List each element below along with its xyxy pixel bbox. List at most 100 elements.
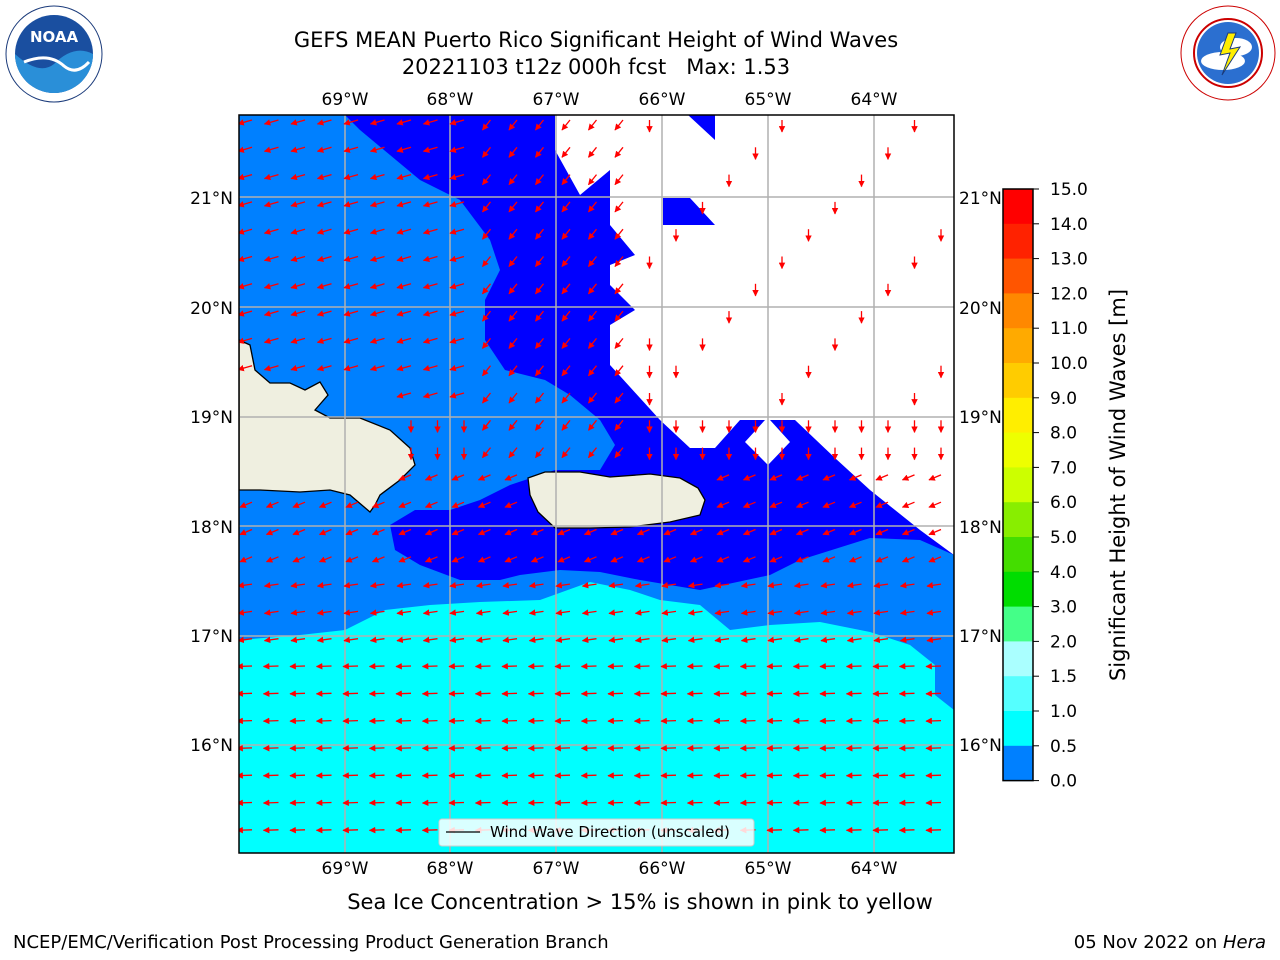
wave-direction-arrow bbox=[767, 636, 783, 644]
wave-direction-arrow bbox=[614, 283, 624, 295]
wind-wave-direction-arrows bbox=[239, 119, 945, 834]
wave-direction-arrow bbox=[898, 663, 915, 670]
wave-direction-arrow bbox=[687, 636, 703, 644]
lat-label: 21°N bbox=[190, 189, 233, 209]
wave-direction-arrow bbox=[819, 663, 836, 670]
colorbar-segment bbox=[1003, 502, 1033, 538]
wave-direction-arrow bbox=[481, 419, 492, 431]
wave-direction-arrow bbox=[508, 365, 518, 377]
wave-direction-arrow bbox=[265, 528, 279, 536]
wave-direction-arrow bbox=[239, 609, 253, 616]
wave-direction-arrow bbox=[527, 717, 544, 725]
lon-label: 68°W bbox=[427, 90, 474, 110]
nws-logo bbox=[1180, 5, 1276, 101]
wave-direction-arrow bbox=[875, 528, 889, 536]
wave-direction-arrow bbox=[580, 690, 597, 697]
wave-direction-arrow bbox=[424, 474, 438, 481]
colorbar-title: Significant Height of Wind Waves [m] bbox=[1106, 289, 1130, 681]
wave-direction-arrow bbox=[290, 582, 306, 589]
wave-direction-arrow bbox=[766, 772, 783, 779]
wave-direction-arrow bbox=[508, 392, 518, 404]
wave-direction-arrow bbox=[422, 119, 438, 126]
wave-direction-arrow bbox=[587, 419, 598, 431]
wave-direction-arrow bbox=[557, 556, 571, 563]
wave-direction-arrow bbox=[449, 201, 465, 208]
wave-direction-arrow bbox=[422, 283, 438, 290]
wave-direction-arrow bbox=[368, 744, 385, 752]
wave-direction-arrow bbox=[422, 609, 438, 616]
wave-direction-arrow bbox=[449, 364, 465, 372]
wave-direction-arrow bbox=[661, 636, 677, 644]
lat-label: 17°N bbox=[959, 627, 1002, 647]
wave-direction-arrow bbox=[607, 772, 624, 779]
wave-direction-arrow bbox=[561, 392, 571, 404]
wave-direction-arrow bbox=[633, 663, 650, 670]
wave-direction-arrow bbox=[792, 799, 809, 807]
wave-direction-arrow bbox=[396, 119, 412, 126]
wave-direction-arrow bbox=[686, 717, 703, 725]
wave-direction-arrow bbox=[396, 636, 412, 644]
wave-direction-arrow bbox=[614, 119, 624, 131]
wave-direction-arrow bbox=[660, 717, 677, 725]
wave-direction-arrow bbox=[369, 283, 385, 290]
wave-direction-arrow bbox=[663, 528, 677, 536]
wave-direction-arrow bbox=[686, 772, 703, 779]
wave-direction-arrow bbox=[739, 799, 756, 807]
wave-direction-arrow bbox=[289, 826, 306, 834]
wave-direction-arrow bbox=[290, 310, 306, 317]
wave-direction-arrow bbox=[561, 228, 571, 240]
wave-direction-arrow bbox=[289, 744, 306, 752]
colorbar-ticks: 15.0 14.0 13.0 12.0 11.0 10.0 9.0 8.0 7.0 6.0 5.0 4… bbox=[1033, 180, 1088, 792]
wave-direction-arrow bbox=[614, 365, 624, 377]
wave-direction-arrow bbox=[898, 717, 915, 725]
colorbar-segment bbox=[1003, 293, 1033, 329]
wave-direction-arrow bbox=[820, 609, 836, 616]
wave-direction-arrow bbox=[371, 528, 385, 536]
wave-direction-arrow bbox=[845, 826, 862, 834]
wave-direction-arrow bbox=[475, 636, 491, 644]
wave-direction-arrow bbox=[793, 636, 809, 644]
wave-direction-arrow bbox=[527, 690, 544, 697]
wave-direction-arrow bbox=[369, 119, 385, 126]
wave-direction-arrow bbox=[819, 799, 836, 807]
wave-direction-arrow bbox=[687, 609, 703, 616]
lon-label: 66°W bbox=[639, 90, 686, 110]
wave-direction-arrow bbox=[263, 364, 279, 372]
wave-direction-arrow bbox=[396, 609, 412, 616]
wave-direction-arrow bbox=[687, 582, 703, 589]
noaa-logo-text: NOAA bbox=[30, 28, 79, 46]
wave-direction-arrow bbox=[901, 556, 915, 563]
wave-direction-arrow bbox=[318, 501, 332, 508]
wave-direction-arrow bbox=[610, 528, 624, 536]
wave-direction-arrow bbox=[557, 528, 571, 536]
wave-direction-arrow bbox=[822, 501, 836, 508]
wave-direction-arrow bbox=[481, 201, 492, 213]
lat-label: 21°N bbox=[959, 189, 1002, 209]
wave-direction-arrow bbox=[345, 528, 359, 536]
wave-direction-arrow bbox=[395, 744, 412, 752]
wave-direction-arrow bbox=[769, 556, 783, 563]
wave-direction-arrow bbox=[422, 636, 438, 644]
wave-direction-arrow bbox=[289, 799, 306, 807]
wave-direction-arrow bbox=[290, 119, 306, 126]
wave-direction-arrow bbox=[474, 799, 491, 807]
wave-direction-arrow bbox=[587, 201, 598, 213]
wave-direction-arrow bbox=[396, 255, 412, 263]
wave-direction-arrow bbox=[534, 283, 545, 295]
colorbar-segment bbox=[1003, 363, 1033, 399]
wave-direction-arrow bbox=[481, 119, 492, 131]
wave-direction-arrow bbox=[371, 556, 385, 563]
colorbar-tick-label: 1.5 bbox=[1050, 667, 1077, 687]
wave-direction-arrow bbox=[449, 146, 465, 153]
wave-direction-arrow bbox=[689, 556, 703, 563]
footer-date: 05 Nov 2022 on Hera bbox=[1074, 932, 1266, 953]
wave-direction-arrow bbox=[925, 799, 942, 807]
colorbar-tick-label: 14.0 bbox=[1050, 215, 1088, 235]
wave-direction-arrow bbox=[845, 717, 862, 725]
wave-direction-arrow bbox=[290, 255, 306, 263]
wave-direction-arrow bbox=[660, 744, 677, 752]
wave-direction-arrow bbox=[534, 228, 545, 240]
wave-direction-arrow bbox=[318, 528, 332, 536]
wave-direction-arrow bbox=[872, 826, 889, 834]
wave-direction-arrow bbox=[316, 609, 332, 616]
